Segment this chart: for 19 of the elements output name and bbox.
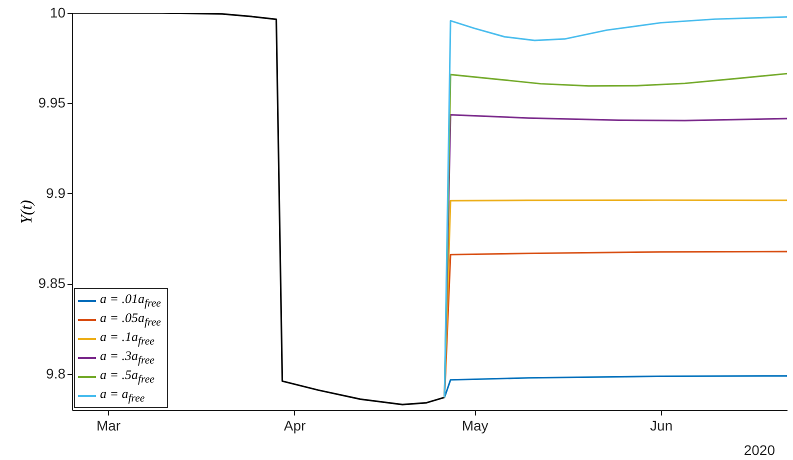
legend-label: a = .01a$_{free}$ xyxy=(100,291,161,310)
y-tick-label: 9.85 xyxy=(38,275,66,292)
legend-label: a = .5a$_{free}$ xyxy=(100,367,154,386)
y-tick-label: 9.95 xyxy=(38,94,66,111)
y-axis-title: Y(t) xyxy=(18,200,36,224)
x-tick-label: Mar xyxy=(96,418,121,434)
x-tick-label: May xyxy=(462,418,488,434)
legend-label: a = a$_{free}$ xyxy=(100,386,145,405)
x-tick-label: Jun xyxy=(650,418,673,434)
y-tick-label: 9.9 xyxy=(46,184,66,201)
y-tick-label: 9.8 xyxy=(46,365,66,382)
y-tick-label: 10 xyxy=(50,4,66,20)
legend-label: a = .3a$_{free}$ xyxy=(100,348,154,367)
legend-label: a = .05a$_{free}$ xyxy=(100,310,161,329)
text: 2020 xyxy=(744,442,775,458)
legend-label: a = .1a$_{free}$ xyxy=(100,329,154,348)
line-series xyxy=(444,375,787,398)
line-series xyxy=(72,13,446,406)
x-tick-label: Apr xyxy=(284,418,306,434)
